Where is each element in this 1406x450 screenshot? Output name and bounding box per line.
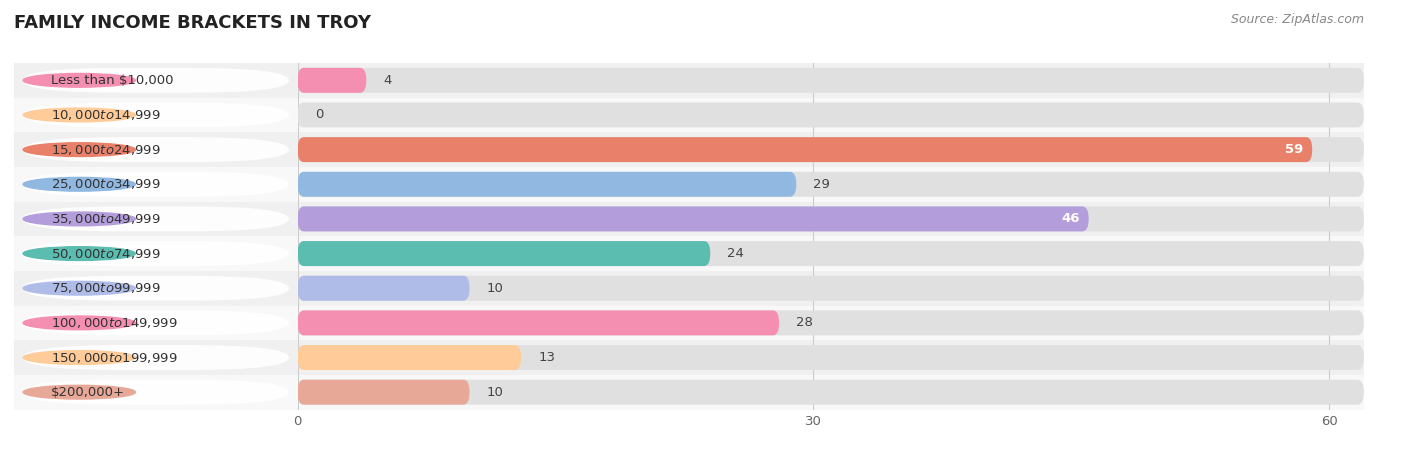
FancyBboxPatch shape	[298, 63, 1364, 98]
Circle shape	[22, 73, 135, 87]
Text: $50,000 to $74,999: $50,000 to $74,999	[51, 247, 160, 261]
FancyBboxPatch shape	[298, 380, 1364, 405]
Text: 10: 10	[486, 282, 503, 295]
Circle shape	[22, 316, 135, 330]
FancyBboxPatch shape	[14, 167, 298, 202]
FancyBboxPatch shape	[298, 241, 710, 266]
FancyBboxPatch shape	[22, 276, 290, 301]
Text: 4: 4	[384, 74, 392, 87]
FancyBboxPatch shape	[298, 207, 1088, 231]
FancyBboxPatch shape	[298, 310, 779, 335]
Text: Source: ZipAtlas.com: Source: ZipAtlas.com	[1230, 14, 1364, 27]
Text: 24: 24	[727, 247, 744, 260]
FancyBboxPatch shape	[298, 276, 1364, 301]
FancyBboxPatch shape	[22, 103, 290, 127]
Circle shape	[22, 247, 135, 261]
FancyBboxPatch shape	[22, 310, 290, 335]
Text: 13: 13	[538, 351, 555, 364]
FancyBboxPatch shape	[298, 241, 1364, 266]
FancyBboxPatch shape	[298, 172, 1364, 197]
FancyBboxPatch shape	[14, 375, 298, 410]
Text: 0: 0	[315, 108, 323, 122]
FancyBboxPatch shape	[298, 202, 1364, 236]
FancyBboxPatch shape	[298, 306, 1364, 340]
FancyBboxPatch shape	[298, 98, 1364, 132]
FancyBboxPatch shape	[298, 345, 1364, 370]
Circle shape	[22, 212, 135, 226]
FancyBboxPatch shape	[298, 103, 1364, 127]
Circle shape	[22, 143, 135, 157]
FancyBboxPatch shape	[298, 310, 1364, 335]
Text: $75,000 to $99,999: $75,000 to $99,999	[51, 281, 160, 295]
FancyBboxPatch shape	[298, 276, 470, 301]
Text: 59: 59	[1285, 143, 1303, 156]
Text: FAMILY INCOME BRACKETS IN TROY: FAMILY INCOME BRACKETS IN TROY	[14, 14, 371, 32]
Text: $10,000 to $14,999: $10,000 to $14,999	[51, 108, 160, 122]
Text: 28: 28	[796, 316, 813, 329]
FancyBboxPatch shape	[14, 63, 298, 98]
FancyBboxPatch shape	[298, 345, 522, 370]
Circle shape	[22, 177, 135, 191]
Circle shape	[22, 108, 135, 122]
FancyBboxPatch shape	[14, 271, 298, 306]
FancyBboxPatch shape	[14, 98, 298, 132]
FancyBboxPatch shape	[298, 68, 367, 93]
FancyBboxPatch shape	[14, 202, 298, 236]
FancyBboxPatch shape	[298, 271, 1364, 306]
Text: 29: 29	[814, 178, 831, 191]
FancyBboxPatch shape	[22, 241, 290, 266]
Text: $150,000 to $199,999: $150,000 to $199,999	[51, 351, 177, 364]
FancyBboxPatch shape	[298, 380, 470, 405]
FancyBboxPatch shape	[14, 132, 298, 167]
FancyBboxPatch shape	[298, 207, 1364, 231]
Circle shape	[22, 281, 135, 295]
FancyBboxPatch shape	[14, 340, 298, 375]
Text: 46: 46	[1062, 212, 1080, 225]
Text: $100,000 to $149,999: $100,000 to $149,999	[51, 316, 177, 330]
FancyBboxPatch shape	[298, 137, 1364, 162]
FancyBboxPatch shape	[298, 340, 1364, 375]
FancyBboxPatch shape	[14, 306, 298, 340]
FancyBboxPatch shape	[298, 132, 1364, 167]
FancyBboxPatch shape	[22, 68, 290, 93]
FancyBboxPatch shape	[298, 68, 1364, 93]
Text: $200,000+: $200,000+	[51, 386, 125, 399]
Text: 10: 10	[486, 386, 503, 399]
FancyBboxPatch shape	[298, 172, 796, 197]
FancyBboxPatch shape	[22, 172, 290, 197]
FancyBboxPatch shape	[22, 345, 290, 370]
FancyBboxPatch shape	[22, 207, 290, 231]
FancyBboxPatch shape	[22, 380, 290, 405]
Circle shape	[22, 385, 135, 399]
FancyBboxPatch shape	[298, 375, 1364, 410]
FancyBboxPatch shape	[298, 167, 1364, 202]
FancyBboxPatch shape	[14, 236, 298, 271]
FancyBboxPatch shape	[298, 137, 1312, 162]
FancyBboxPatch shape	[298, 236, 1364, 271]
Text: $35,000 to $49,999: $35,000 to $49,999	[51, 212, 160, 226]
Text: $25,000 to $34,999: $25,000 to $34,999	[51, 177, 160, 191]
Text: $15,000 to $24,999: $15,000 to $24,999	[51, 143, 160, 157]
Text: Less than $10,000: Less than $10,000	[51, 74, 173, 87]
Circle shape	[22, 351, 135, 364]
FancyBboxPatch shape	[22, 137, 290, 162]
